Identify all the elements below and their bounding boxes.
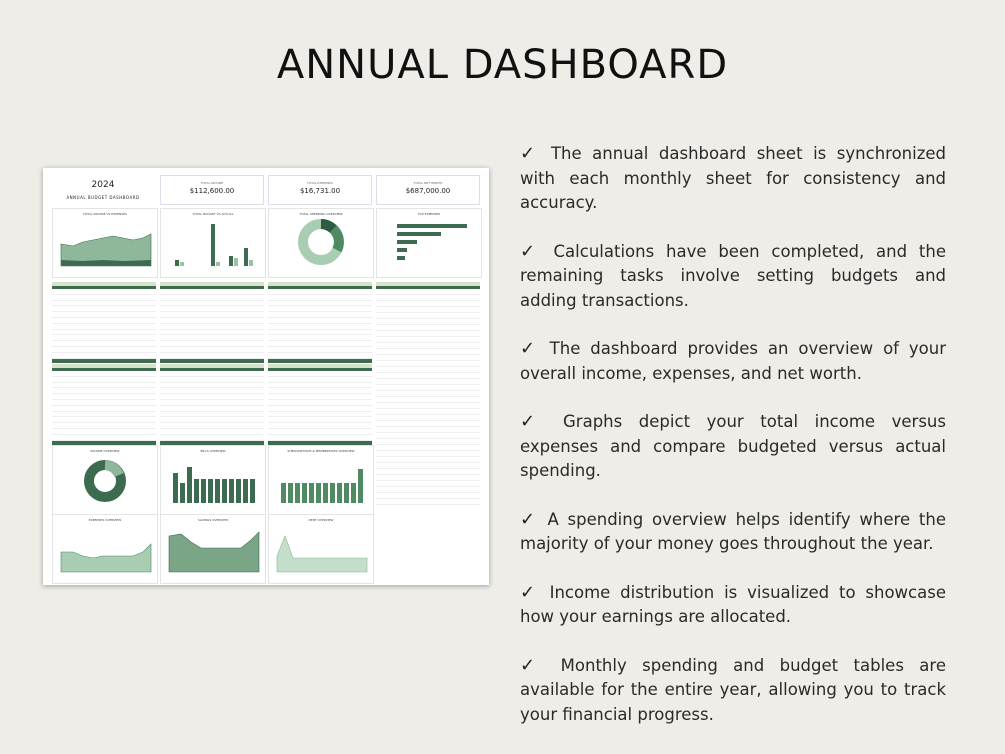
chart-title: TOTAL INCOME VS EXPENSES bbox=[82, 212, 127, 216]
feature-item: ✓ Calculations have been completed, and … bbox=[520, 240, 946, 314]
feature-text: Income distribution is visualized to sho… bbox=[520, 582, 946, 627]
chart-title: SUBSCRIPTIONS & MEMBERSHIPS OVERVIEW bbox=[287, 449, 355, 453]
feature-item: ✓ Income distribution is visualized to s… bbox=[520, 581, 946, 630]
check-icon: ✓ bbox=[520, 338, 540, 359]
check-icon: ✓ bbox=[520, 508, 539, 530]
feature-list: ✓ The annual dashboard sheet is synchron… bbox=[520, 142, 946, 751]
feature-text: The annual dashboard sheet is synchroniz… bbox=[520, 144, 946, 212]
chart-title: SAVINGS OVERVIEW bbox=[197, 518, 229, 522]
chart-spending-overview: TOTAL SPENDING OVERVIEW bbox=[268, 208, 374, 278]
chart-debt-overview: DEBT OVERVIEW bbox=[268, 514, 374, 584]
expense-breakdown-table bbox=[376, 282, 480, 572]
chart-bills-overview: BILLS OVERVIEW bbox=[160, 445, 266, 515]
chart-title: INCOME OVERVIEW bbox=[90, 449, 120, 453]
feature-item: ✓ Graphs depict your total income versus… bbox=[520, 410, 946, 484]
page-title: ANNUAL DASHBOARD bbox=[276, 42, 729, 88]
feature-item: ✓ Monthly spending and budget tables are… bbox=[520, 654, 946, 728]
kpi-value: $16,731.00 bbox=[299, 187, 341, 195]
debt-table bbox=[268, 364, 372, 445]
feature-text: Calculations have been completed, and th… bbox=[520, 241, 946, 310]
kpi-label: TOTAL INCOME bbox=[200, 181, 224, 185]
savings-table bbox=[160, 364, 264, 445]
chart-income-vs-expenses: TOTAL INCOME VS EXPENSES bbox=[52, 208, 158, 278]
sheet-subtitle: ANNUAL BUDGET DASHBOARD bbox=[66, 195, 140, 200]
kpi-value: $112,600.00 bbox=[189, 187, 235, 195]
feature-item: ✓ The dashboard provides an overview of … bbox=[520, 337, 946, 386]
expenses-table bbox=[52, 364, 156, 445]
check-icon: ✓ bbox=[520, 143, 541, 164]
kpi-total-expenses: TOTAL EXPENSES $16,731.00 bbox=[268, 175, 372, 205]
feature-item: ✓ The annual dashboard sheet is synchron… bbox=[520, 142, 946, 216]
chart-top-expenses: TOP EXPENSES bbox=[376, 208, 482, 278]
feature-text: The dashboard provides an overview of yo… bbox=[520, 339, 946, 383]
area-chart-graphic bbox=[60, 233, 152, 267]
chart-income-overview: INCOME OVERVIEW bbox=[52, 445, 158, 515]
check-icon: ✓ bbox=[520, 581, 540, 603]
check-icon: ✓ bbox=[520, 654, 546, 676]
area-chart-graphic bbox=[168, 531, 260, 573]
bar-chart-graphic bbox=[281, 469, 363, 503]
chart-subscriptions-overview: SUBSCRIPTIONS & MEMBERSHIPS OVERVIEW bbox=[268, 445, 374, 515]
kpi-value: $687,000.00 bbox=[405, 187, 451, 195]
donut-chart-graphic bbox=[298, 219, 344, 265]
check-icon: ✓ bbox=[520, 240, 542, 262]
bar-chart-graphic bbox=[173, 467, 255, 503]
bar-chart-graphic bbox=[175, 224, 253, 266]
donut-chart-graphic bbox=[84, 460, 126, 502]
chart-title: TOP EXPENSES bbox=[417, 212, 441, 216]
chart-title: EXPENSES OVERVIEW bbox=[88, 518, 122, 522]
area-chart-graphic bbox=[60, 543, 152, 573]
income-table bbox=[52, 282, 156, 363]
kpi-total-income: TOTAL INCOME $112,600.00 bbox=[160, 175, 264, 205]
bills-table bbox=[160, 282, 264, 363]
subscriptions-table bbox=[268, 282, 372, 363]
kpi-label: TOTAL EXPENSES bbox=[306, 181, 334, 185]
chart-title: DEBT OVERVIEW bbox=[308, 518, 334, 522]
feature-text: Monthly spending and budget tables are a… bbox=[520, 655, 946, 724]
chart-budget-vs-actual: TOTAL BUDGET VS ACTUAL bbox=[160, 208, 266, 278]
kpi-label: TOTAL NET WORTH bbox=[413, 181, 443, 185]
chart-expenses-overview: EXPENSES OVERVIEW bbox=[52, 514, 158, 584]
chart-title: TOTAL BUDGET VS ACTUAL bbox=[192, 212, 234, 216]
feature-text: A spending overview helps identify where… bbox=[520, 509, 946, 554]
feature-text: Graphs depict your total income versus e… bbox=[520, 412, 946, 480]
chart-title: TOTAL SPENDING OVERVIEW bbox=[299, 212, 343, 216]
area-chart-graphic bbox=[276, 535, 368, 573]
chart-title: BILLS OVERVIEW bbox=[200, 449, 226, 453]
feature-item: ✓ A spending overview helps identify whe… bbox=[520, 508, 946, 557]
sheet-year: 2024 bbox=[91, 180, 115, 190]
chart-savings-overview: SAVINGS OVERVIEW bbox=[160, 514, 266, 584]
dashboard-preview: 2024 ANNUAL BUDGET DASHBOARD TOTAL INCOM… bbox=[43, 168, 489, 585]
kpi-net-worth: TOTAL NET WORTH $687,000.00 bbox=[376, 175, 480, 205]
hbar-chart-graphic bbox=[397, 224, 467, 260]
check-icon: ✓ bbox=[520, 411, 547, 432]
